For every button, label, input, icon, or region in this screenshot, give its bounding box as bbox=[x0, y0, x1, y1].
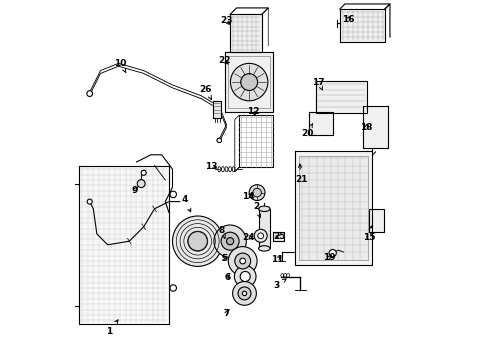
Text: 2: 2 bbox=[252, 202, 260, 217]
Text: 12: 12 bbox=[246, 107, 259, 116]
Circle shape bbox=[257, 233, 263, 239]
Circle shape bbox=[238, 287, 250, 300]
Text: 8: 8 bbox=[218, 226, 225, 238]
Circle shape bbox=[170, 285, 176, 291]
Text: 3: 3 bbox=[273, 279, 285, 290]
Circle shape bbox=[217, 138, 221, 143]
Text: 11: 11 bbox=[270, 255, 283, 264]
Circle shape bbox=[87, 199, 92, 204]
Circle shape bbox=[226, 238, 233, 245]
Circle shape bbox=[87, 91, 92, 96]
Circle shape bbox=[254, 229, 266, 242]
Text: 23: 23 bbox=[220, 16, 232, 25]
Text: 7: 7 bbox=[223, 309, 229, 318]
Circle shape bbox=[228, 247, 257, 275]
Circle shape bbox=[137, 180, 145, 188]
Circle shape bbox=[232, 282, 256, 305]
Polygon shape bbox=[230, 14, 261, 52]
Circle shape bbox=[234, 266, 256, 287]
Polygon shape bbox=[368, 209, 383, 232]
Text: 25: 25 bbox=[273, 233, 285, 242]
Text: 15: 15 bbox=[363, 226, 375, 242]
Polygon shape bbox=[224, 52, 273, 112]
Circle shape bbox=[141, 170, 146, 175]
Ellipse shape bbox=[258, 206, 269, 211]
Text: 21: 21 bbox=[294, 164, 306, 184]
Text: 17: 17 bbox=[311, 77, 324, 90]
Circle shape bbox=[217, 138, 221, 143]
Circle shape bbox=[249, 185, 264, 201]
Ellipse shape bbox=[258, 246, 269, 251]
Text: 13: 13 bbox=[204, 162, 217, 171]
Text: 20: 20 bbox=[300, 123, 313, 138]
Circle shape bbox=[230, 63, 267, 101]
Circle shape bbox=[213, 225, 246, 257]
Circle shape bbox=[328, 249, 336, 257]
Circle shape bbox=[221, 232, 239, 250]
Text: 9: 9 bbox=[131, 186, 137, 195]
Text: 6: 6 bbox=[224, 273, 230, 282]
Circle shape bbox=[242, 291, 246, 296]
Polygon shape bbox=[309, 112, 332, 135]
Polygon shape bbox=[339, 9, 384, 42]
Bar bbox=[258, 209, 269, 248]
Text: 19: 19 bbox=[322, 253, 335, 262]
Circle shape bbox=[170, 191, 176, 198]
Circle shape bbox=[172, 216, 223, 266]
Circle shape bbox=[188, 231, 207, 251]
Text: 22: 22 bbox=[218, 56, 230, 65]
Polygon shape bbox=[213, 101, 221, 118]
Bar bbox=[239, 115, 273, 167]
Text: 26: 26 bbox=[199, 85, 212, 99]
Text: 5: 5 bbox=[221, 254, 227, 263]
Circle shape bbox=[240, 271, 250, 282]
Polygon shape bbox=[363, 106, 387, 148]
Text: 10: 10 bbox=[114, 58, 126, 73]
Polygon shape bbox=[294, 151, 371, 265]
Bar bbox=[299, 156, 367, 260]
Polygon shape bbox=[316, 81, 366, 113]
Text: 14: 14 bbox=[242, 192, 255, 201]
Text: 4: 4 bbox=[182, 195, 190, 212]
Text: 18: 18 bbox=[359, 123, 372, 132]
Text: 16: 16 bbox=[341, 15, 354, 24]
Circle shape bbox=[252, 188, 261, 197]
Circle shape bbox=[239, 258, 245, 264]
Text: 1: 1 bbox=[106, 320, 118, 336]
Polygon shape bbox=[79, 166, 168, 324]
Circle shape bbox=[234, 253, 250, 269]
Polygon shape bbox=[272, 232, 284, 241]
Circle shape bbox=[240, 74, 257, 90]
Text: 24: 24 bbox=[242, 233, 255, 242]
